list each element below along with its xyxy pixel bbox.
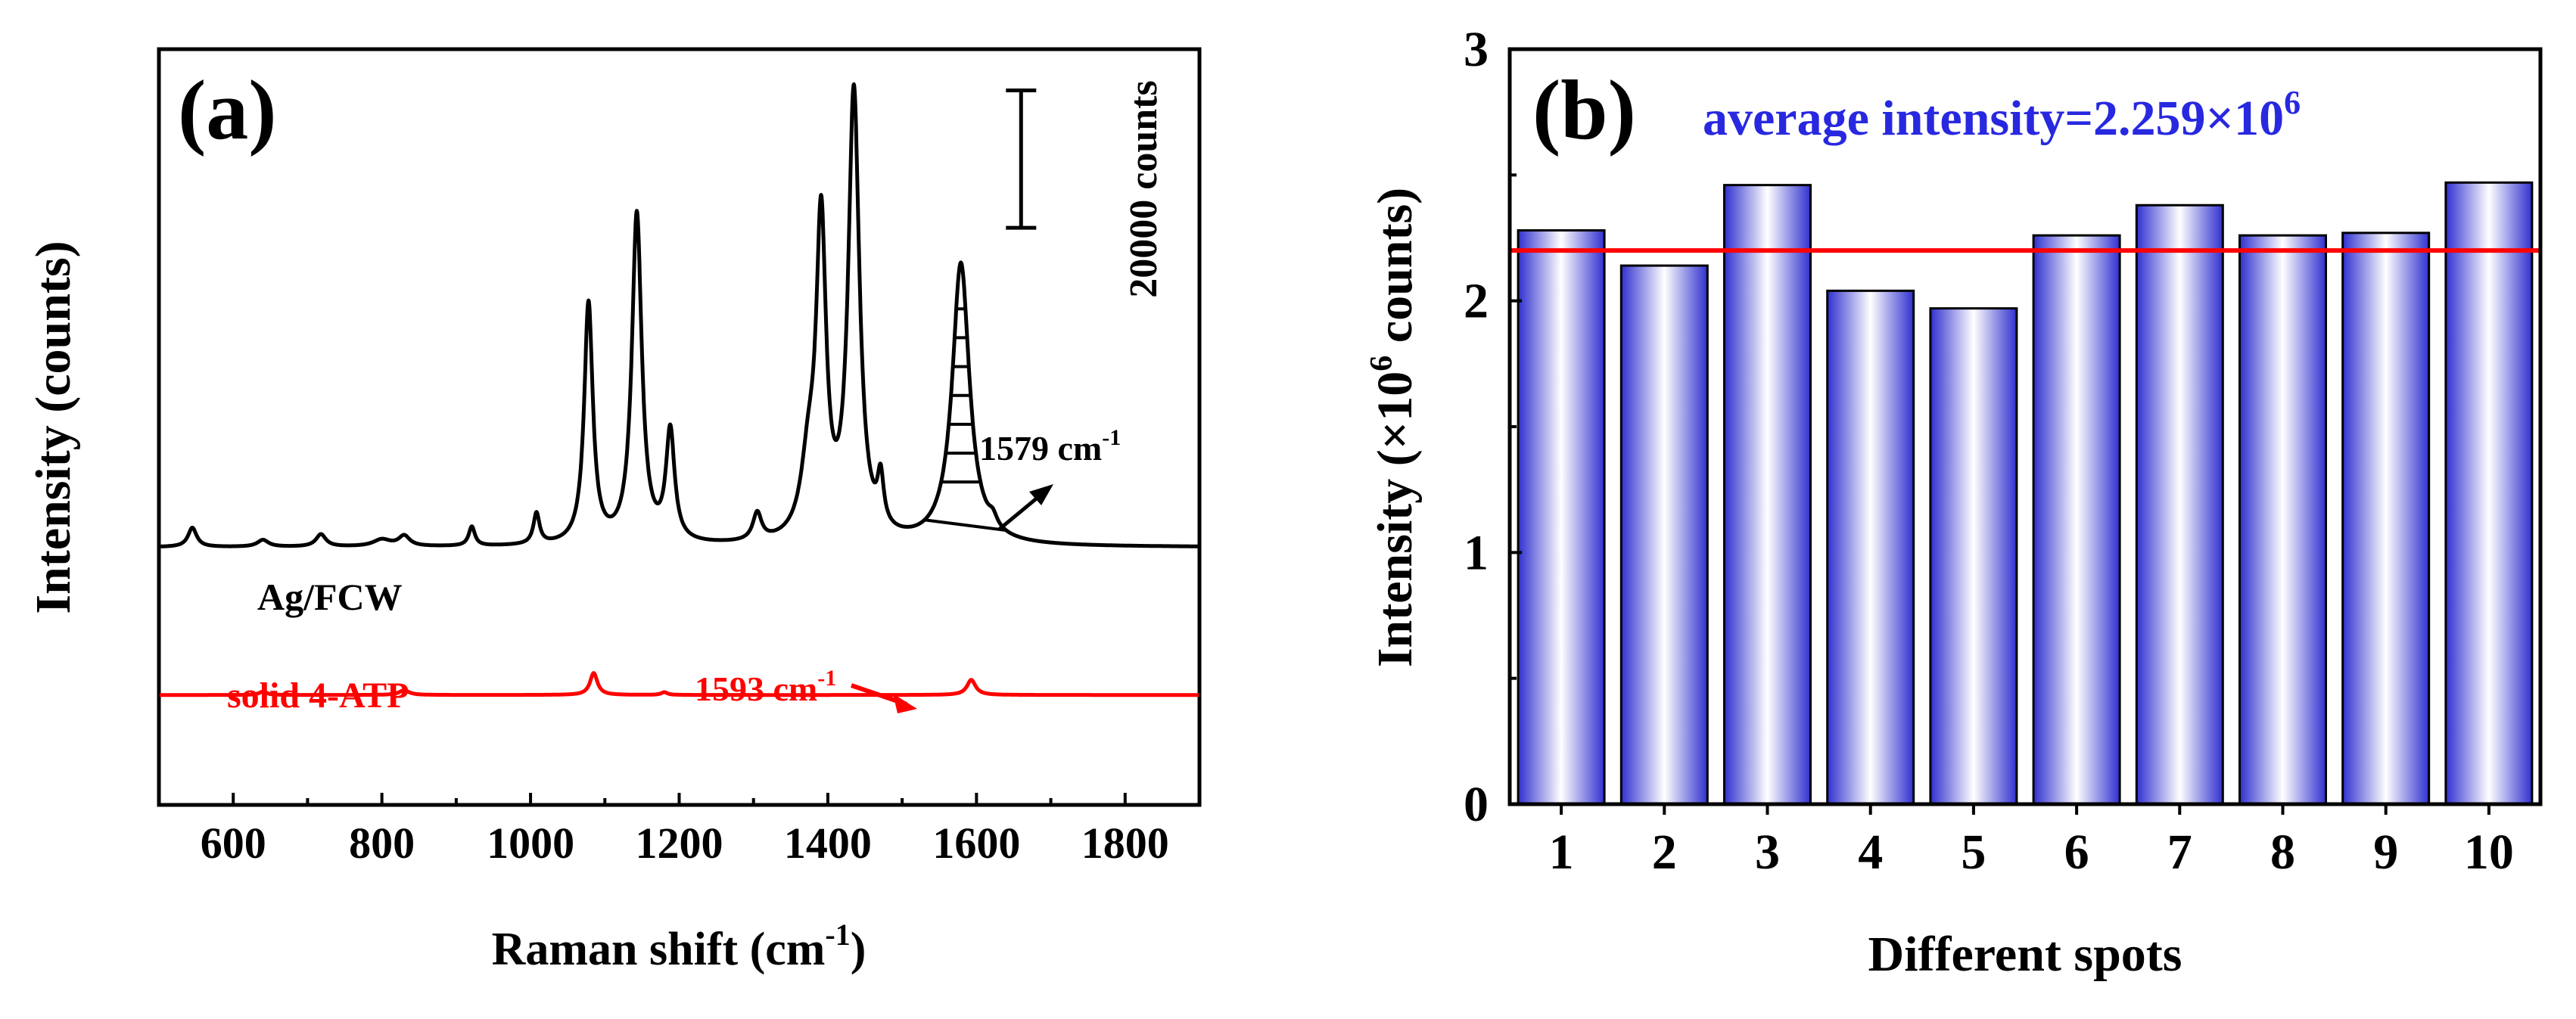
annotation-1593: 1593 cm-1 [695,666,836,708]
panel-a-x-axis-label: Raman shift (cm-1) [492,918,866,975]
x-tick-label: 1 [1549,825,1574,880]
bar-spot-9 [2341,231,2431,806]
hatch-baseline [924,518,1006,532]
series-label-solid-4atp: solid 4-ATP [227,676,409,716]
panel-a-series [160,82,1199,697]
panel-b-x-axis-label: Different spots [1868,927,2182,982]
panel-b-y-axis-label: Intensity (×106 counts) [1364,188,1423,667]
x-tick-label: 1600 [932,819,1020,868]
x-tick-label: 1400 [784,819,872,868]
scale-bar-label: 20000 counts [1122,80,1165,297]
x-tick-label: 600 [201,819,266,868]
panel-b-title: average intensity=2.259×106 [1703,84,2301,146]
annotation-1579: 1579 cm-1 [979,425,1121,468]
panel-a-label: (a) [178,64,277,157]
bar-spot-1 [1517,229,1606,806]
panel-b: 0 1 2 3 1 2 3 4 5 6 7 8 9 10 (b) average intensity=2… [1364,22,2543,982]
peak-1579-hatching [924,307,1006,532]
x-tick-label: 3 [1755,825,1780,880]
scale-bar: 20000 counts [1006,80,1165,298]
bar-spot-5 [1929,307,2018,806]
series-label-ag-fcw: Ag/FCW [257,576,403,618]
x-tick-label: 1200 [636,819,723,868]
x-tick-label: 1800 [1081,819,1169,868]
bar-spot-10 [2444,181,2534,806]
x-tick-label: 6 [2064,825,2089,880]
x-tick-label: 2 [1652,825,1677,880]
bar-spot-4 [1826,289,1915,806]
panel-b-label: (b) [1532,64,1636,157]
bar-spot-6 [2032,234,2121,806]
panel-a-x-ticks: 600 800 1000 1200 1400 1600 1800 [157,793,1201,868]
x-tick-label: 9 [2373,825,2398,880]
bar-spot-8 [2238,234,2327,806]
annotation-1593-arrow [851,683,917,713]
y-tick-label: 1 [1464,525,1489,580]
x-tick-label: 1000 [487,819,574,868]
panel-b-y-ticks: 0 1 2 3 [1464,22,1522,832]
bar-spot-7 [2135,203,2224,806]
x-tick-label: 7 [2167,825,2192,880]
annotation-1579-arrow [997,484,1053,531]
x-tick-label: 8 [2270,825,2295,880]
x-tick-label: 5 [1961,825,1986,880]
series-line-solid-4atp [160,671,1199,697]
y-tick-label: 2 [1464,274,1489,329]
series-line-ag-fcw [160,82,1199,548]
x-tick-label: 10 [2464,825,2514,880]
bar-spot-3 [1723,184,1812,806]
bar-spot-2 [1619,264,1709,806]
panel-b-bars [1517,181,2534,806]
y-tick-label: 3 [1464,22,1489,77]
panel-a-y-axis-label: Intensity (counts) [26,241,81,614]
x-tick-label: 800 [349,819,415,868]
panel-b-x-ticks: 1 2 3 4 5 6 7 8 9 10 [1549,804,2514,880]
panel-a: (a) 600 800 1000 1200 1400 1600 1800 20000 cou… [26,47,1202,975]
y-tick-label: 0 [1464,777,1489,832]
x-tick-label: 4 [1858,825,1883,880]
